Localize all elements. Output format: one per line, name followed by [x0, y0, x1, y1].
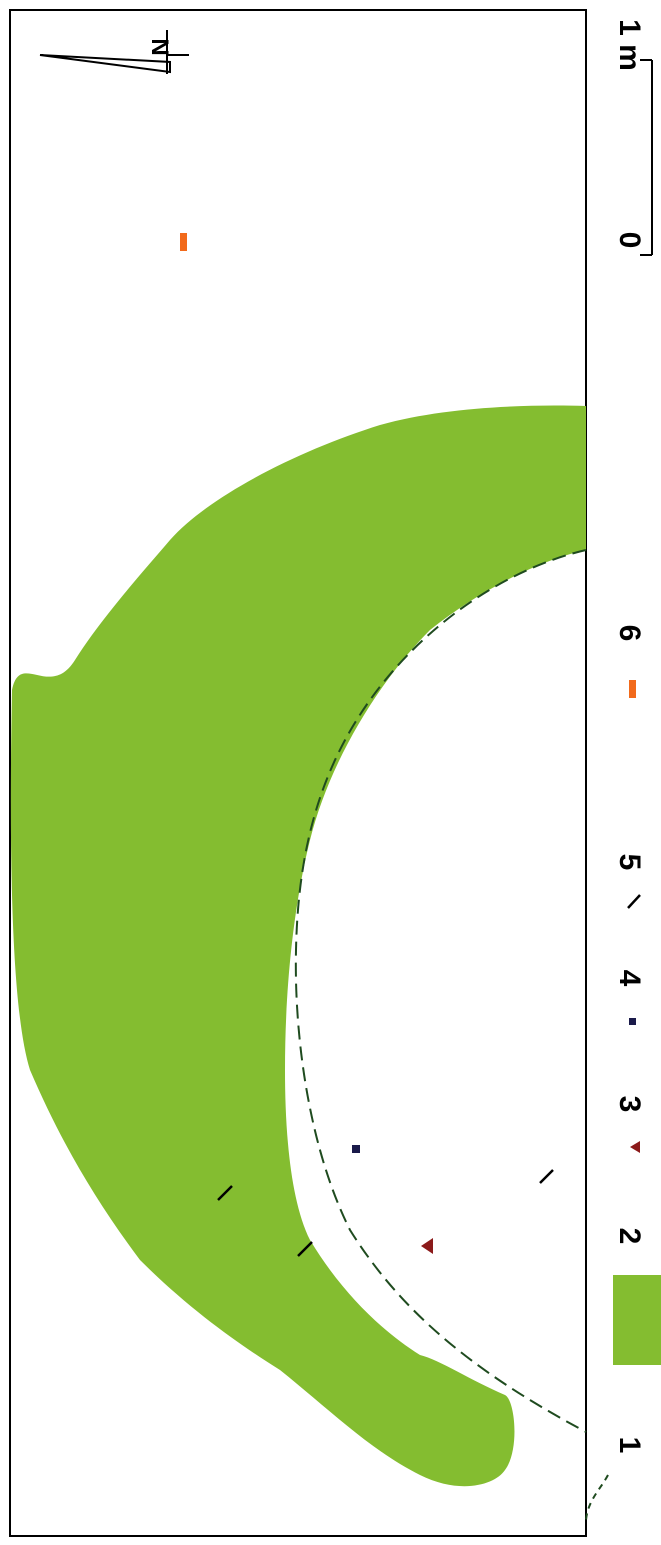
north-label: N — [146, 38, 173, 55]
legend-label-1: 1 — [613, 1437, 646, 1454]
scale-bar: 0 1 m — [613, 19, 653, 256]
square-marker — [352, 1145, 360, 1153]
legend-symbol-square — [629, 1018, 636, 1025]
legend-label-2: 2 — [613, 1228, 646, 1245]
north-arrow: N — [39, 30, 189, 74]
legend-symbol-triangle — [630, 1141, 640, 1153]
legend-symbol-stroke — [627, 894, 641, 909]
stroke-mark — [217, 1185, 233, 1201]
triangle-marker — [421, 1238, 433, 1254]
green-zone — [10, 405, 587, 1487]
legend-label-3: 3 — [613, 1096, 646, 1113]
dashed-boundary — [294, 549, 587, 1433]
orange-bar-marker — [180, 233, 187, 251]
legend: 1 2 3 4 5 6 — [585, 625, 661, 1521]
legend-symbol-green — [613, 1275, 661, 1365]
legend-label-5: 5 — [613, 854, 646, 871]
scale-end-label: 1 m — [613, 19, 646, 71]
legend-symbol-orange-bar — [629, 680, 636, 698]
stroke-mark — [297, 1241, 313, 1257]
map-frame — [9, 9, 587, 1537]
legend-label-4: 4 — [613, 970, 646, 987]
scale-start-label: 0 — [613, 232, 646, 249]
legend-symbol-dashed-curve — [585, 1474, 609, 1521]
legend-label-6: 6 — [613, 625, 646, 642]
stroke-mark — [539, 1169, 554, 1184]
